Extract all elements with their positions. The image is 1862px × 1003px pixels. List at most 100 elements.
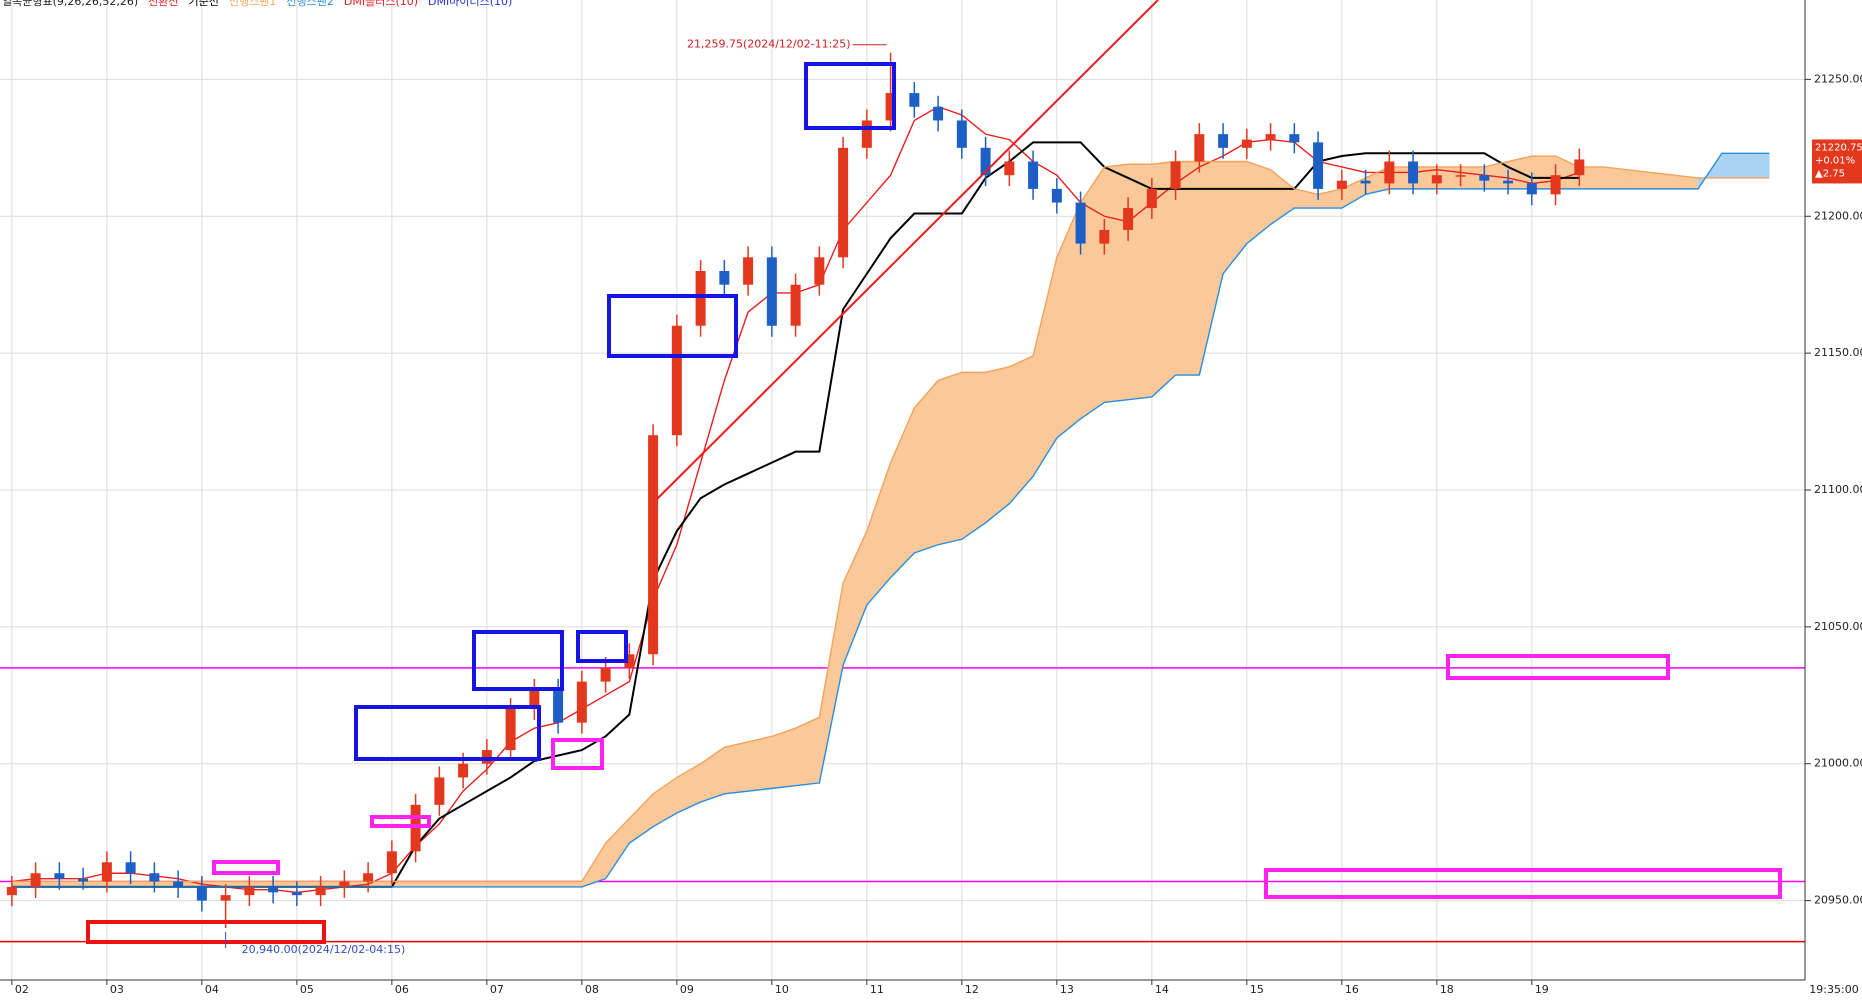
candle-body bbox=[54, 873, 65, 879]
candle-body bbox=[125, 862, 136, 874]
cloud-fill bbox=[557, 881, 583, 888]
candle-body bbox=[1123, 208, 1134, 230]
candle-body bbox=[173, 881, 184, 887]
candle-body bbox=[339, 881, 350, 887]
magenta-box bbox=[1446, 654, 1670, 680]
candle-body bbox=[1194, 134, 1205, 162]
red-box bbox=[86, 920, 326, 944]
candle-body bbox=[980, 147, 991, 176]
candle-body bbox=[1289, 134, 1300, 143]
low-annotation: 20,940.00(2024/12/02-04:15) bbox=[242, 943, 406, 956]
candle-body bbox=[1336, 180, 1347, 189]
x-tick-label: 10 bbox=[775, 983, 789, 996]
x-tick-label: 06 bbox=[395, 983, 409, 996]
grid bbox=[0, 0, 1805, 980]
candle-body bbox=[576, 681, 587, 723]
candle-body bbox=[1431, 175, 1442, 184]
candle-body bbox=[885, 93, 896, 121]
x-tick-label: 19 bbox=[1535, 983, 1549, 996]
cloud-fill bbox=[1104, 163, 1129, 403]
candle-body bbox=[410, 804, 421, 852]
cloud-fill bbox=[1745, 153, 1770, 179]
blue-box bbox=[472, 630, 564, 691]
candle-body bbox=[244, 886, 255, 896]
candle-body bbox=[743, 257, 754, 285]
candle-body bbox=[956, 120, 967, 148]
indicator-line bbox=[11, 152, 1770, 888]
candle-body bbox=[1384, 161, 1395, 184]
candle-body bbox=[1099, 229, 1110, 244]
x-tick-label: 15 bbox=[1250, 983, 1264, 996]
x-tick-label: 07 bbox=[490, 983, 504, 996]
x-tick-label: 02 bbox=[15, 983, 29, 996]
y-tick-label: 21150.00 bbox=[1814, 346, 1862, 359]
candle-body bbox=[1408, 161, 1419, 184]
y-tick-label: 21250.00 bbox=[1814, 72, 1862, 85]
candle-body bbox=[766, 257, 777, 326]
candle-body bbox=[1360, 180, 1371, 184]
x-tick-label: 09 bbox=[680, 983, 694, 996]
candle-body bbox=[814, 257, 825, 285]
cloud-fill bbox=[795, 716, 820, 786]
candle-body bbox=[648, 435, 659, 655]
candle-body bbox=[529, 689, 540, 709]
cloud-fill bbox=[510, 881, 535, 888]
price-tag-delta: ▲2.75 bbox=[1815, 168, 1845, 179]
indicator-line bbox=[11, 155, 1770, 883]
blue-box bbox=[804, 62, 896, 130]
candle-body bbox=[1526, 183, 1537, 195]
x-tick-label: 14 bbox=[1155, 983, 1169, 996]
candle-body bbox=[6, 886, 17, 896]
legend-item: DMI마이너스(10) bbox=[428, 0, 512, 8]
y-tick-label: 21200.00 bbox=[1814, 209, 1862, 222]
candle-body bbox=[78, 878, 89, 882]
candles bbox=[6, 52, 1585, 928]
magenta-box bbox=[551, 738, 604, 770]
candle-body bbox=[838, 147, 849, 258]
candle-body bbox=[30, 873, 41, 887]
cloud-fill bbox=[1175, 161, 1200, 376]
candle-body bbox=[933, 106, 944, 121]
cloud-fill bbox=[1602, 166, 1628, 190]
magenta-box bbox=[1264, 868, 1782, 899]
x-tick-label: 08 bbox=[585, 983, 599, 996]
candle-body bbox=[695, 271, 706, 326]
candle-body bbox=[291, 892, 302, 896]
price-tag-change: +0.01% bbox=[1815, 155, 1855, 166]
candle-body bbox=[1479, 175, 1490, 181]
candle-body bbox=[1028, 161, 1039, 189]
candle-body bbox=[505, 708, 516, 751]
trend-line bbox=[656, 0, 1159, 500]
candle-body bbox=[1146, 188, 1157, 209]
candle-body bbox=[268, 886, 279, 893]
time-label: 19:35:00 bbox=[1809, 983, 1858, 996]
candle-body bbox=[600, 667, 611, 682]
candle-body bbox=[481, 750, 492, 764]
candle-body bbox=[220, 895, 231, 901]
candle-body bbox=[1503, 180, 1514, 184]
candle-body bbox=[1574, 159, 1585, 176]
x-tick-label: 04 bbox=[205, 983, 219, 996]
cloud-fill bbox=[914, 379, 939, 554]
cloud-fill bbox=[1721, 153, 1746, 179]
cloud-fill bbox=[747, 736, 773, 792]
x-tick-label: 05 bbox=[300, 983, 314, 996]
candle-body bbox=[315, 886, 326, 896]
legend-item: 선행스팬2 bbox=[286, 0, 333, 8]
cloud-fill bbox=[724, 741, 749, 795]
candle-body bbox=[719, 271, 730, 285]
candle-body bbox=[1218, 134, 1229, 148]
cloud-fill bbox=[534, 881, 559, 888]
candle-body bbox=[624, 654, 635, 668]
candle-body bbox=[458, 763, 469, 778]
high-annotation: 21,259.75(2024/12/02-11:25) bbox=[687, 38, 851, 51]
legend: 일목균형표(9,26,26,52,26) 전환선 기준선 선행스팬1 선행스팬2 DMI… bbox=[2, 0, 512, 8]
price-tag bbox=[1812, 139, 1862, 184]
candle-body bbox=[1075, 202, 1086, 244]
candle-body bbox=[1241, 139, 1252, 148]
candle-body bbox=[909, 93, 920, 107]
magenta-box bbox=[370, 815, 431, 828]
